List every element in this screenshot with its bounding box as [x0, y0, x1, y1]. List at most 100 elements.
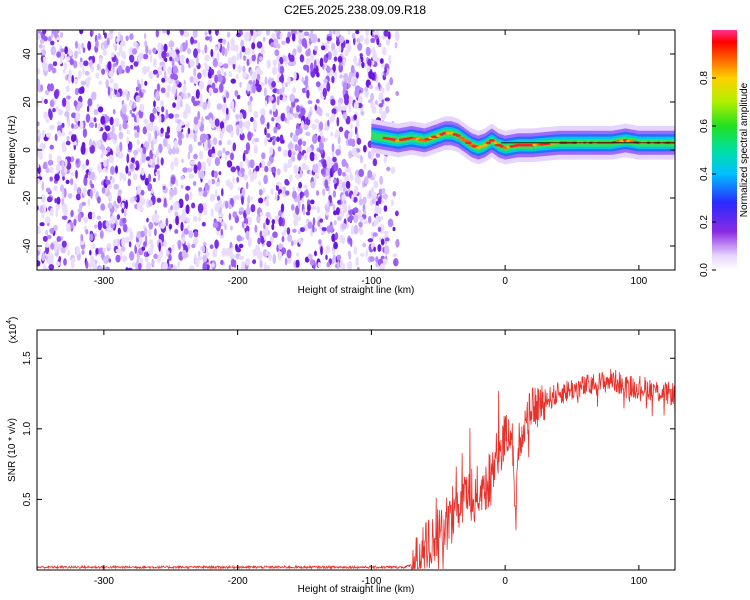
noise-speckle	[66, 95, 71, 100]
noise-speckle	[112, 109, 116, 115]
noise-speckle	[165, 131, 168, 137]
noise-speckle	[273, 38, 279, 48]
noise-speckle	[160, 87, 166, 94]
noise-speckle	[321, 135, 325, 143]
noise-speckle	[381, 110, 387, 120]
noise-speckle	[121, 51, 125, 59]
noise-speckle	[66, 135, 70, 142]
noise-speckle	[306, 146, 312, 154]
noise-speckle	[264, 87, 267, 97]
noise-speckle	[287, 76, 291, 85]
noise-speckle	[357, 266, 360, 270]
noise-speckle	[242, 221, 245, 229]
noise-speckle	[275, 191, 278, 201]
noise-speckle	[107, 227, 114, 233]
noise-speckle	[106, 158, 109, 167]
noise-speckle	[201, 50, 205, 55]
noise-speckle	[305, 211, 311, 216]
spectrogram-y-tick-label: 20	[22, 96, 33, 108]
noise-speckle	[222, 147, 226, 154]
noise-speckle	[92, 263, 98, 270]
noise-speckle	[74, 78, 79, 84]
noise-speckle	[231, 100, 235, 110]
noise-speckle	[275, 184, 279, 191]
noise-speckle	[367, 140, 373, 148]
noise-speckle	[209, 117, 213, 124]
noise-speckle	[115, 204, 120, 209]
noise-speckle	[382, 193, 388, 200]
noise-speckle	[185, 185, 191, 191]
noise-speckle	[213, 170, 218, 179]
noise-speckle	[37, 67, 41, 75]
noise-speckle	[107, 243, 112, 248]
noise-speckle	[323, 78, 328, 83]
noise-speckle	[272, 231, 278, 238]
noise-speckle	[219, 130, 224, 140]
noise-speckle	[95, 72, 99, 79]
noise-speckle	[199, 170, 205, 180]
noise-speckle	[74, 50, 78, 59]
noise-speckle	[132, 173, 138, 181]
noise-speckle	[341, 223, 347, 230]
spectrogram-y-axis: -40 -20 0 20 40	[22, 48, 675, 253]
noise-speckle	[241, 261, 246, 270]
noise-speckle	[350, 75, 355, 85]
noise-speckle	[295, 259, 300, 268]
noise-speckle	[299, 227, 305, 233]
noise-speckle	[97, 106, 104, 113]
noise-speckle	[185, 109, 190, 114]
noise-speckle	[139, 206, 144, 213]
noise-speckle	[102, 247, 106, 253]
noise-speckle	[245, 120, 251, 129]
noise-speckle	[126, 136, 130, 145]
snr-x-axis: -300 -200 -100 0 100	[94, 330, 648, 587]
noise-speckle	[56, 196, 61, 205]
noise-speckle	[335, 207, 340, 216]
noise-speckle	[57, 121, 62, 126]
noise-speckle	[48, 66, 51, 73]
spectrogram-x-axis: -300 -200 -100 0 100	[94, 30, 648, 287]
noise-speckle	[178, 138, 183, 146]
noise-speckle	[197, 216, 202, 222]
noise-speckle	[354, 174, 359, 184]
noise-speckle	[172, 65, 178, 74]
noise-speckle	[90, 64, 95, 73]
noise-speckle	[230, 78, 236, 84]
noise-speckle	[257, 237, 261, 245]
noise-speckle	[278, 243, 284, 250]
noise-speckle	[320, 45, 326, 51]
noise-speckle	[284, 180, 290, 186]
noise-speckle	[245, 230, 250, 240]
noise-speckle	[339, 260, 344, 270]
noise-speckle	[241, 195, 244, 205]
ridge-peak	[456, 134, 461, 137]
noise-speckle	[214, 30, 219, 36]
noise-speckle	[372, 158, 378, 167]
noise-speckle	[331, 75, 335, 84]
noise-speckle	[193, 164, 198, 174]
noise-speckle	[179, 121, 185, 126]
noise-speckle	[140, 78, 144, 88]
noise-speckle	[45, 230, 48, 236]
noise-speckle	[268, 252, 272, 262]
noise-speckle	[98, 57, 103, 65]
noise-speckle	[341, 105, 347, 111]
noise-speckle	[48, 36, 52, 42]
noise-speckle	[165, 91, 171, 98]
noise-speckle	[157, 83, 160, 92]
noise-speckle	[73, 60, 78, 69]
noise-speckle	[251, 83, 256, 94]
noise-speckle	[332, 204, 336, 211]
noise-speckle	[329, 116, 335, 121]
noise-speckle	[68, 130, 73, 136]
noise-speckle	[82, 187, 87, 197]
noise-speckle	[258, 189, 263, 196]
noise-speckle	[147, 249, 152, 254]
noise-speckle	[160, 222, 166, 229]
noise-speckle	[297, 139, 303, 146]
noise-speckle	[325, 167, 330, 176]
noise-speckle	[309, 259, 315, 266]
noise-speckle	[259, 259, 263, 269]
noise-speckle	[294, 143, 299, 152]
noise-speckle	[84, 174, 89, 179]
